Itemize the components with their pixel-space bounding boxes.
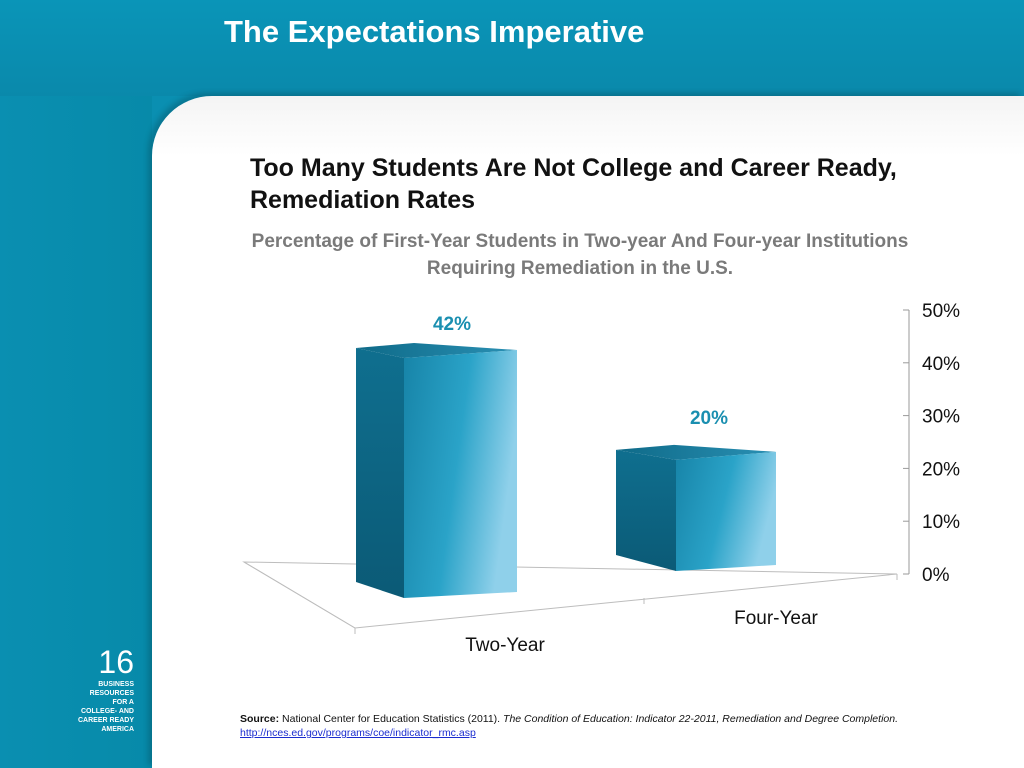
- data-label: 42%: [433, 314, 471, 335]
- org-line: FOR A: [112, 699, 134, 706]
- x-tick-label: Two-Year: [465, 635, 545, 656]
- slide-title: The Expectations Imperative: [224, 14, 645, 49]
- source-label: Source:: [240, 713, 280, 725]
- bar-top-face: [356, 343, 517, 358]
- org-label: BUSINESS RESOURCES FOR A COLLEGE- AND CA…: [60, 680, 134, 734]
- org-line: CAREER READY: [77, 717, 134, 724]
- floor-edge: [243, 561, 356, 629]
- y-tick-label: 10%: [922, 512, 960, 533]
- y-tick-label: 0%: [922, 565, 950, 586]
- y-tick-label: 30%: [922, 407, 960, 428]
- bar: [676, 451, 776, 571]
- y-tick-label: 40%: [922, 354, 960, 375]
- page-number: 16: [98, 644, 134, 680]
- data-label: 20%: [690, 408, 728, 429]
- x-tick-label: Four-Year: [734, 608, 818, 629]
- left-rail: [0, 96, 152, 768]
- org-line: RESOURCES: [89, 690, 134, 697]
- bar: [404, 350, 517, 598]
- bar-side-face: [356, 348, 404, 598]
- y-tick-label: 50%: [922, 301, 960, 322]
- source-link[interactable]: http://nces.ed.gov/programs/coe/indicato…: [240, 727, 476, 739]
- org-line: AMERICA: [101, 726, 134, 733]
- source-title: The Condition of Education: Indicator 22…: [503, 713, 898, 725]
- org-line: BUSINESS: [98, 681, 134, 688]
- org-line: COLLEGE- AND: [80, 708, 134, 715]
- chart-title: Too Many Students Are Not College and Ca…: [250, 154, 897, 214]
- y-tick-label: 20%: [922, 459, 960, 480]
- source-text: National Center for Education Statistics…: [282, 713, 501, 725]
- source-citation: Source: National Center for Education St…: [240, 712, 920, 740]
- title-band: [0, 0, 1024, 96]
- chart-subtitle: Percentage of First-Year Students in Two…: [251, 231, 909, 279]
- bar-top-face: [616, 444, 776, 460]
- content-panel: [152, 96, 1024, 768]
- bar-side-face: [616, 449, 676, 571]
